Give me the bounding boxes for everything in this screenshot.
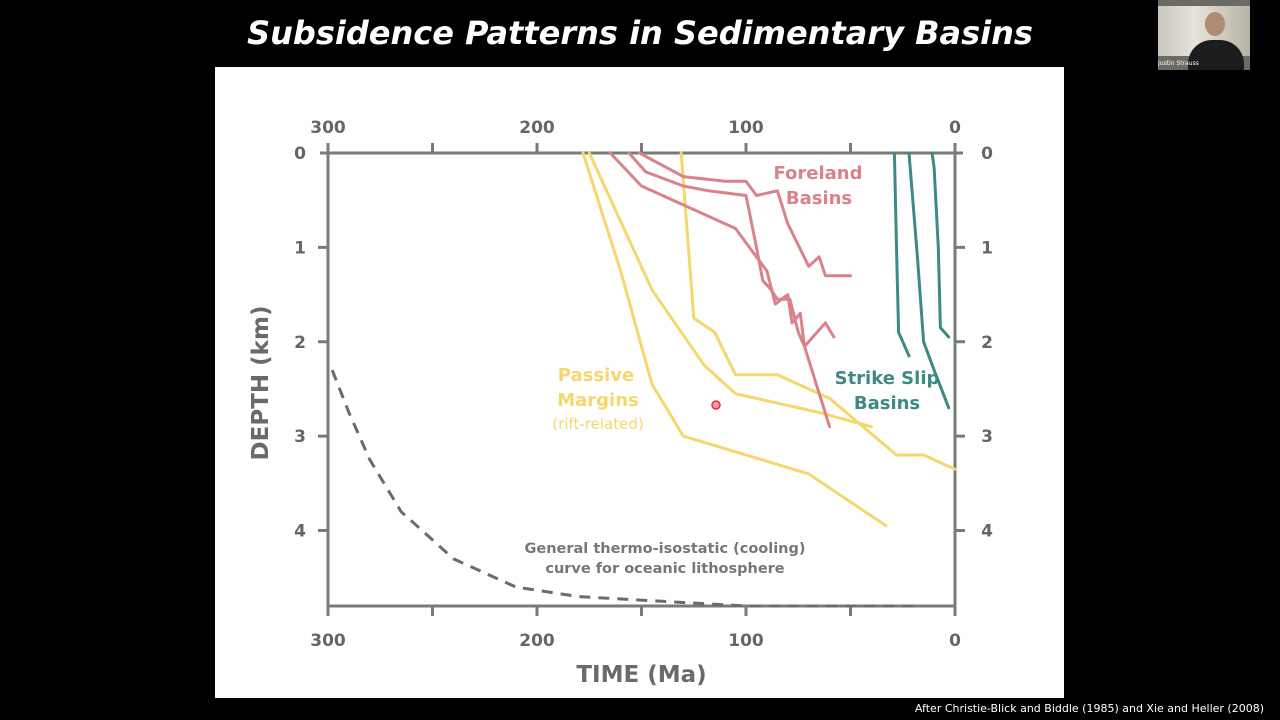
x-tick-label-bottom: 100 (728, 631, 764, 651)
y-tick-label-left: 1 (294, 238, 306, 258)
y-axis-title: DEPTH (km) (248, 306, 274, 461)
passive-series-line (581, 151, 888, 528)
webcam-name-label: Justin Strauss (1158, 60, 1199, 67)
passive-series-line (679, 151, 957, 471)
strike_slip-series-line (907, 151, 951, 410)
figure-panel (215, 67, 1064, 698)
y-tick-label-right: 4 (981, 522, 993, 542)
y-tick-label-right: 3 (981, 427, 993, 447)
webcam-thumbnail[interactable]: Justin Strauss (1158, 0, 1250, 70)
laser-pointer-dot (711, 400, 721, 410)
x-tick-label-bottom: 0 (949, 631, 961, 651)
x-tick-label-top: 200 (519, 118, 555, 138)
x-axis-title: TIME (Ma) (576, 662, 706, 688)
foreland-series-line (627, 151, 832, 429)
x-tick-label-bottom: 300 (310, 631, 346, 651)
foreland-basins-label: Foreland (773, 163, 862, 184)
x-tick-label-top: 100 (728, 118, 764, 138)
y-tick-label-left: 0 (294, 144, 306, 164)
y-tick-label-right: 0 (981, 144, 993, 164)
y-tick-label-right: 1 (981, 238, 993, 258)
strike_slip-series-line (930, 151, 951, 339)
y-tick-label-right: 2 (981, 333, 993, 353)
foreland-series-line (608, 151, 836, 348)
passive-margins-label: Passive (558, 365, 634, 386)
strike_slip-series-line (892, 151, 911, 358)
x-tick-label-bottom: 200 (519, 631, 555, 651)
citation-text: After Christie-Blick and Biddle (1985) a… (914, 702, 1264, 715)
presenter-body (1188, 40, 1244, 70)
x-tick-label-top: 300 (310, 118, 346, 138)
foreland-series-line (637, 151, 852, 278)
slide-title: Subsidence Patterns in Sedimentary Basin… (247, 14, 1033, 52)
passive-margins-sublabel: (rift-related) (552, 415, 643, 433)
strike-slip-basins-label: Strike Slip (835, 368, 940, 389)
passive-margins-label: Margins (557, 390, 639, 411)
presenter-head (1205, 12, 1225, 36)
thermal-curve-label: General thermo-isostatic (cooling) (524, 541, 805, 557)
y-tick-label-left: 2 (294, 333, 306, 353)
x-tick-label-top: 0 (949, 118, 961, 138)
y-tick-label-left: 4 (294, 522, 306, 542)
strike-slip-basins-label: Basins (854, 393, 920, 414)
y-tick-label-left: 3 (294, 427, 306, 447)
passive-series-line (587, 151, 873, 429)
thermal-curve-label: curve for oceanic lithosphere (545, 561, 784, 577)
foreland-basins-label: Basins (786, 188, 852, 209)
